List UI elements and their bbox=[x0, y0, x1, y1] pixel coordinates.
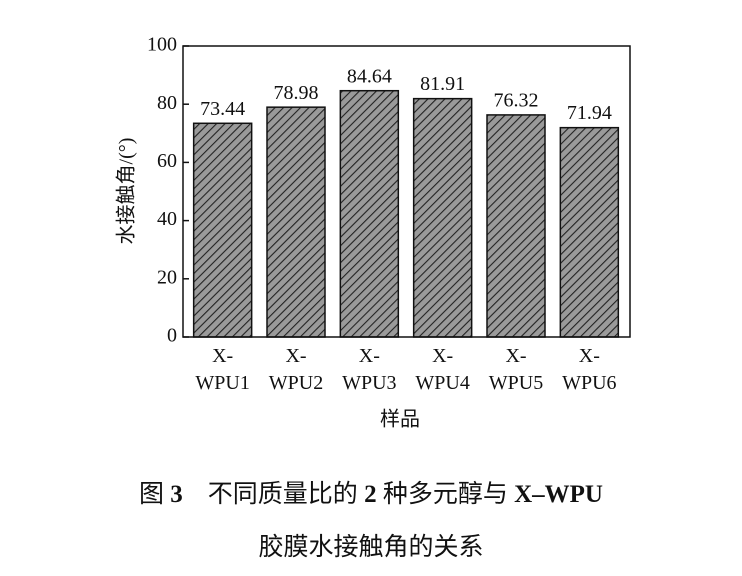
x-tick-label: X- WPU3 bbox=[342, 345, 397, 394]
caption-text: X–WPU bbox=[514, 481, 603, 508]
caption-line: 胶膜水接触角的关系 bbox=[0, 527, 742, 563]
caption-text: 不同质量比的 bbox=[207, 481, 358, 508]
caption-text: 2 bbox=[364, 481, 377, 508]
value-label: 76.32 bbox=[494, 90, 539, 112]
value-label: 78.98 bbox=[274, 82, 319, 104]
x-tick-label: X- WPU4 bbox=[415, 345, 470, 394]
caption-text: 胶膜水接触角的关系 bbox=[258, 534, 484, 561]
caption-line: 图 3 不同质量比的 2 种多元醇与 X–WPU bbox=[0, 474, 742, 510]
caption-text: 3 bbox=[170, 481, 183, 508]
x-tick-label: X- WPU2 bbox=[268, 345, 324, 394]
bar bbox=[559, 126, 620, 338]
y-tick-label: 80 bbox=[157, 92, 177, 114]
x-tick-label: X- WPU1 bbox=[195, 345, 250, 394]
x-tick-label: X- WPU5 bbox=[488, 345, 544, 394]
caption-text: 种多元醇与 bbox=[382, 481, 508, 508]
y-tick-label: 60 bbox=[157, 150, 177, 172]
value-label: 81.91 bbox=[420, 73, 465, 95]
bar bbox=[266, 106, 326, 338]
bar bbox=[192, 122, 253, 338]
value-label: 84.64 bbox=[347, 65, 392, 87]
caption-text: 图 bbox=[139, 481, 165, 508]
value-label: 73.44 bbox=[200, 98, 245, 120]
bar bbox=[339, 89, 400, 338]
x-axis-label: 样品 bbox=[380, 408, 420, 431]
y-tick-label: 100 bbox=[147, 34, 177, 56]
value-label: 71.94 bbox=[567, 102, 612, 124]
y-tick-label: 20 bbox=[157, 266, 177, 288]
x-tick-label: X- WPU6 bbox=[562, 345, 617, 394]
y-tick-label: 40 bbox=[157, 208, 177, 230]
bar bbox=[486, 114, 546, 338]
bar bbox=[412, 97, 473, 338]
plot-frame bbox=[182, 45, 631, 338]
y-axis-label: 水接触角/(°) bbox=[115, 138, 138, 245]
y-tick-label: 0 bbox=[167, 325, 177, 347]
